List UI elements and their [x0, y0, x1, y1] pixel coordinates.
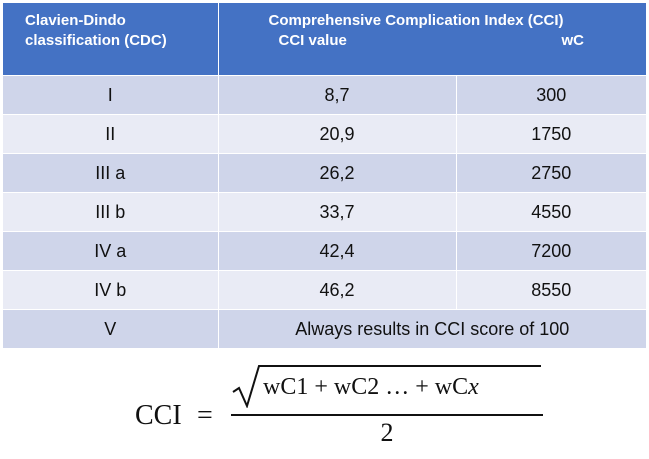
- header-cci-group: Comprehensive Complication Index (CCI) C…: [218, 3, 647, 76]
- cell-cci: 33,7: [218, 192, 457, 232]
- cci-table: Clavien-Dindo classification (CDC) Compr…: [3, 3, 647, 349]
- fraction-bar: [231, 414, 543, 416]
- cci-formula: CCI = wC1 + wC2 … + wCx 2: [135, 362, 555, 454]
- cell-cci: 20,9: [218, 114, 457, 154]
- cell-grade: III a: [3, 153, 219, 193]
- table-row: IV a 42,4 7200: [3, 231, 647, 271]
- table-row: III b 33,7 4550: [3, 192, 647, 232]
- formula-equals: =: [197, 400, 213, 431]
- cell-wc: 2750: [456, 153, 647, 193]
- header-cci-title: Comprehensive Complication Index (CCI): [268, 12, 564, 29]
- table-row: IV b 46,2 8550: [3, 270, 647, 310]
- formula-numerator-var: x: [468, 374, 479, 400]
- header-cdc-line2: classification (CDC): [25, 32, 167, 49]
- header-cdc-line1: Clavien-Dindo: [25, 12, 126, 29]
- formula-numerator: wC1 + wC2 … + wCx: [263, 374, 479, 401]
- sqrt-icon: [232, 365, 541, 408]
- cell-cci: 46,2: [218, 270, 457, 310]
- cell-wc: 1750: [456, 114, 647, 154]
- table-header: Clavien-Dindo classification (CDC) Compr…: [3, 3, 647, 76]
- header-subrow: CCI value wC: [219, 31, 647, 51]
- header-cci-value: CCI value: [278, 32, 347, 49]
- cell-wc: 7200: [456, 231, 647, 271]
- formula-denominator: 2: [380, 418, 394, 447]
- table-row-last: V Always results in CCI score of 100: [3, 309, 647, 349]
- table-row: III a 26,2 2750: [3, 153, 647, 193]
- cell-grade: II: [3, 114, 219, 154]
- cell-grade: IV a: [3, 231, 219, 271]
- formula-fraction: wC1 + wC2 … + wCx 2: [231, 362, 543, 454]
- header-wc: wC: [561, 32, 585, 49]
- cell-note: Always results in CCI score of 100: [218, 309, 647, 349]
- header-cdc: Clavien-Dindo classification (CDC): [3, 3, 219, 76]
- formula-numerator-main: wC1 + wC2 … + wC: [263, 374, 469, 400]
- cell-wc: 8550: [456, 270, 647, 310]
- cell-grade: IV b: [3, 270, 219, 310]
- cell-wc: 4550: [456, 192, 647, 232]
- cell-cci: 8,7: [218, 75, 457, 115]
- cell-cci: 42,4: [218, 231, 457, 271]
- table-row: I 8,7 300: [3, 75, 647, 115]
- cell-grade: V: [3, 309, 219, 349]
- cell-cci: 26,2: [218, 153, 457, 193]
- table-row: II 20,9 1750: [3, 114, 647, 154]
- cell-wc: 300: [456, 75, 647, 115]
- formula-lhs: CCI: [135, 400, 182, 431]
- cell-grade: III b: [3, 192, 219, 232]
- cell-grade: I: [3, 75, 219, 115]
